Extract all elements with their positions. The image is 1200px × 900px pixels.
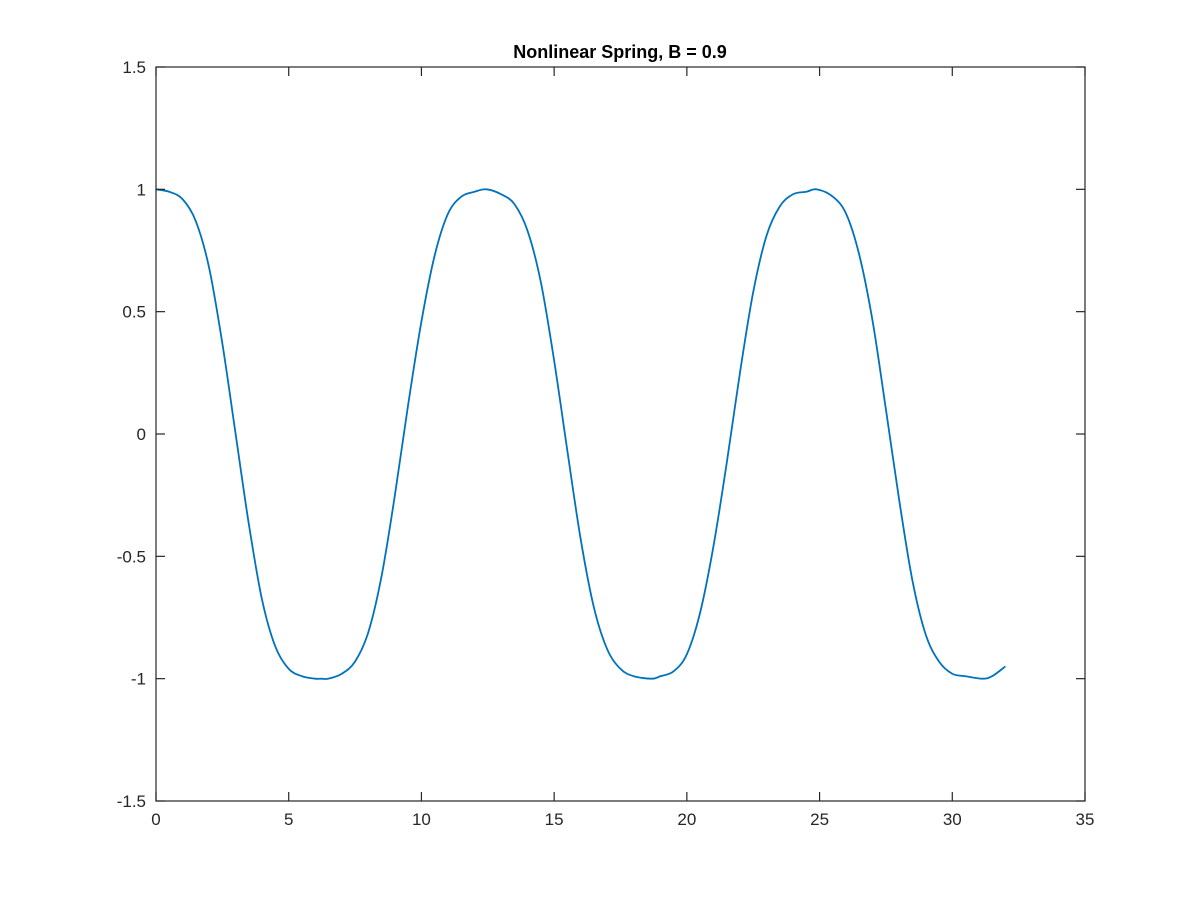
series-line-0 <box>155 188 1006 680</box>
chart-title: Nonlinear Spring, B = 0.9 <box>513 42 727 62</box>
x-tick-label: 30 <box>943 810 962 829</box>
y-tick-label: 1 <box>137 180 146 199</box>
x-tick-label: 0 <box>151 810 160 829</box>
x-tick-label: 15 <box>545 810 564 829</box>
x-tick-label: 35 <box>1076 810 1095 829</box>
y-tick-label: 0 <box>137 425 146 444</box>
plot-area <box>156 67 1085 801</box>
x-tick-label: 20 <box>677 810 696 829</box>
y-tick-label: -1 <box>131 670 146 689</box>
y-tick-label: 0.5 <box>122 303 146 322</box>
y-tick-label: 1.5 <box>122 58 146 77</box>
x-tick-label: 10 <box>412 810 431 829</box>
x-tick-label: 5 <box>284 810 293 829</box>
x-tick-label: 25 <box>810 810 829 829</box>
y-tick-label: -0.5 <box>117 547 146 566</box>
y-tick-label: -1.5 <box>117 792 146 811</box>
